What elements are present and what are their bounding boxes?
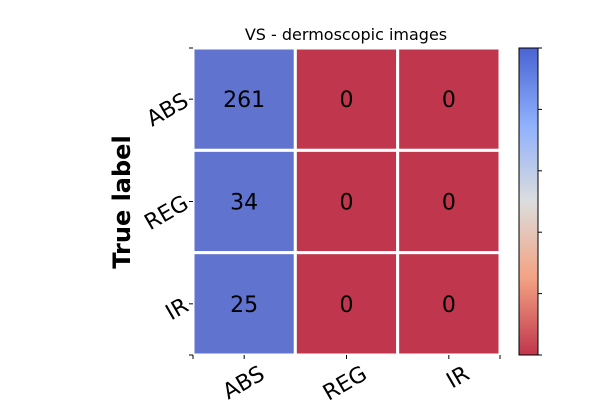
heatmap-cell-1-2: [396, 148, 502, 255]
cell-value-label-0-0: 261: [223, 88, 265, 113]
x-tick-label-1: REG: [319, 362, 372, 400]
cell-value-label-1-1: 0: [340, 191, 354, 216]
axis-ticks: [189, 47, 501, 359]
x-tick-label-2: IR: [442, 362, 473, 395]
y-tick-labels: ABS REG IR: [140, 89, 193, 326]
x-tick-label-0: ABS: [219, 362, 269, 400]
heatmap-cells: [191, 46, 502, 357]
cell-value-label-1-0: 34: [230, 191, 258, 216]
cell-value-label-1-2: 0: [442, 191, 456, 216]
heatmap-cell-2-1: [293, 251, 400, 357]
x-tick-labels: ABS REG IR: [219, 362, 474, 400]
colorbar-ticks: [538, 47, 542, 356]
heatmap-cell-labels: 261 0 0 34 0 0 25 0 0: [223, 88, 456, 318]
cell-value-label-2-1: 0: [340, 293, 354, 318]
y-tick-label-2: IR: [162, 293, 193, 326]
cell-value-label-0-1: 0: [340, 88, 354, 113]
y-axis-label: True label: [108, 135, 136, 268]
y-tick-label-1: REG: [140, 191, 193, 236]
chart-title: VS - dermoscopic images: [245, 25, 447, 44]
colorbar: [518, 47, 539, 356]
cell-value-label-2-2: 0: [442, 293, 456, 318]
cell-value-label-0-2: 0: [442, 88, 456, 113]
y-tick-label-0: ABS: [143, 89, 193, 133]
heatmap-cell-0-1: [293, 46, 400, 152]
cell-value-label-2-0: 25: [230, 293, 258, 318]
